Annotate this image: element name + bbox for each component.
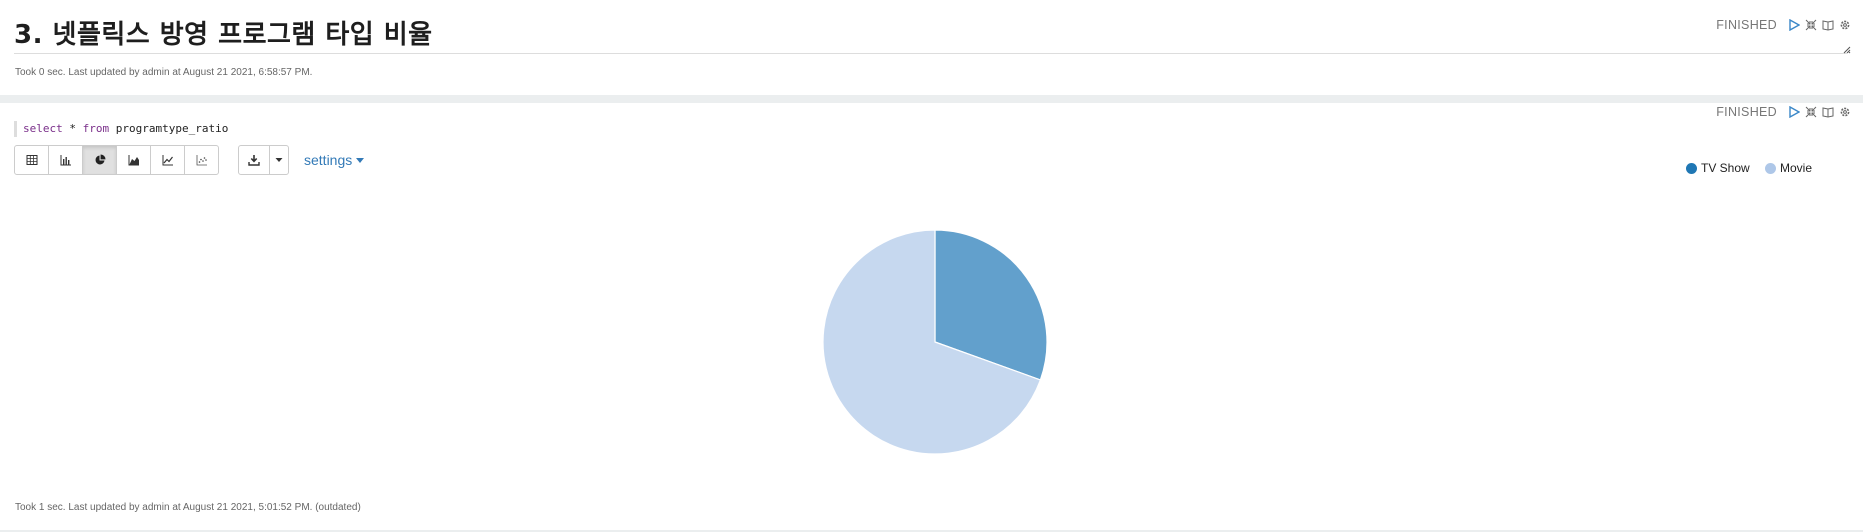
line-chart-button[interactable]	[151, 146, 185, 174]
status-text: FINISHED	[1716, 105, 1777, 119]
settings-label: settings	[304, 152, 353, 168]
settings-toggle[interactable]: settings	[304, 152, 365, 168]
code-table-name: programtype_ratio	[109, 122, 229, 135]
table-view-button[interactable]	[15, 146, 49, 174]
book-icon[interactable]	[1822, 106, 1834, 118]
legend-item-tv-show[interactable]: TV Show	[1686, 161, 1750, 175]
paragraph-title-text[interactable]: 3. 넷플릭스 방영 프로그램 타입 비율	[14, 20, 433, 50]
legend-dot	[1686, 162, 1697, 174]
caret-down-icon	[275, 158, 283, 162]
title-divider	[14, 53, 1847, 54]
paragraph-chart: select * from programtype_ratio FINISHED	[0, 103, 1863, 530]
download-dropdown-button[interactable]	[269, 146, 288, 174]
status-text: FINISHED	[1716, 18, 1777, 32]
download-button[interactable]	[239, 146, 269, 174]
pie-chart-icon	[95, 154, 106, 165]
line-chart-icon	[162, 155, 173, 166]
bar-chart-button[interactable]	[49, 146, 83, 174]
visualization-toolbar	[14, 145, 219, 175]
code-keyword-from: from	[82, 122, 110, 135]
legend-item-movie[interactable]: Movie	[1765, 161, 1812, 175]
code-keyword-select: select	[23, 122, 63, 135]
gear-icon[interactable]	[1839, 19, 1851, 31]
area-chart-button[interactable]	[117, 146, 151, 174]
code-editor[interactable]: select * from programtype_ratio	[14, 121, 228, 137]
pie-slice-movie[interactable]	[822, 229, 1042, 455]
table-icon	[26, 155, 37, 165]
caret-down-icon	[356, 157, 365, 163]
download-icon	[248, 155, 260, 166]
scatter-chart-icon	[196, 155, 207, 166]
paragraph1-controls: FINISHED	[1716, 18, 1851, 32]
bar-chart-icon	[60, 155, 71, 166]
pie-chart-button[interactable]	[83, 146, 117, 174]
code-star: *	[62, 122, 83, 135]
paragraph-title: 3. 넷플릭스 방영 프로그램 타입 비율 FINISHED Took 0 se…	[0, 0, 1863, 95]
paragraph-footer: Took 1 sec. Last updated by admin at Aug…	[15, 502, 361, 513]
resize-handle-icon[interactable]	[1843, 46, 1851, 54]
collapse-icon[interactable]	[1805, 19, 1817, 31]
area-chart-icon	[128, 155, 139, 166]
run-icon[interactable]	[1788, 106, 1800, 118]
run-icon[interactable]	[1788, 19, 1800, 31]
legend-label: TV Show	[1701, 161, 1750, 175]
paragraph-footer: Took 0 sec. Last updated by admin at Aug…	[15, 67, 313, 78]
book-icon[interactable]	[1822, 19, 1834, 31]
legend-label: Movie	[1780, 161, 1813, 175]
pie-chart	[822, 229, 1048, 455]
download-button-group	[238, 145, 289, 175]
legend-dot	[1765, 162, 1776, 174]
paragraph2-controls: FINISHED	[1716, 105, 1851, 119]
scatter-chart-button[interactable]	[185, 146, 218, 174]
gear-icon[interactable]	[1839, 106, 1851, 118]
pie-slice-tv-show[interactable]	[934, 229, 1048, 381]
collapse-icon[interactable]	[1805, 106, 1817, 118]
